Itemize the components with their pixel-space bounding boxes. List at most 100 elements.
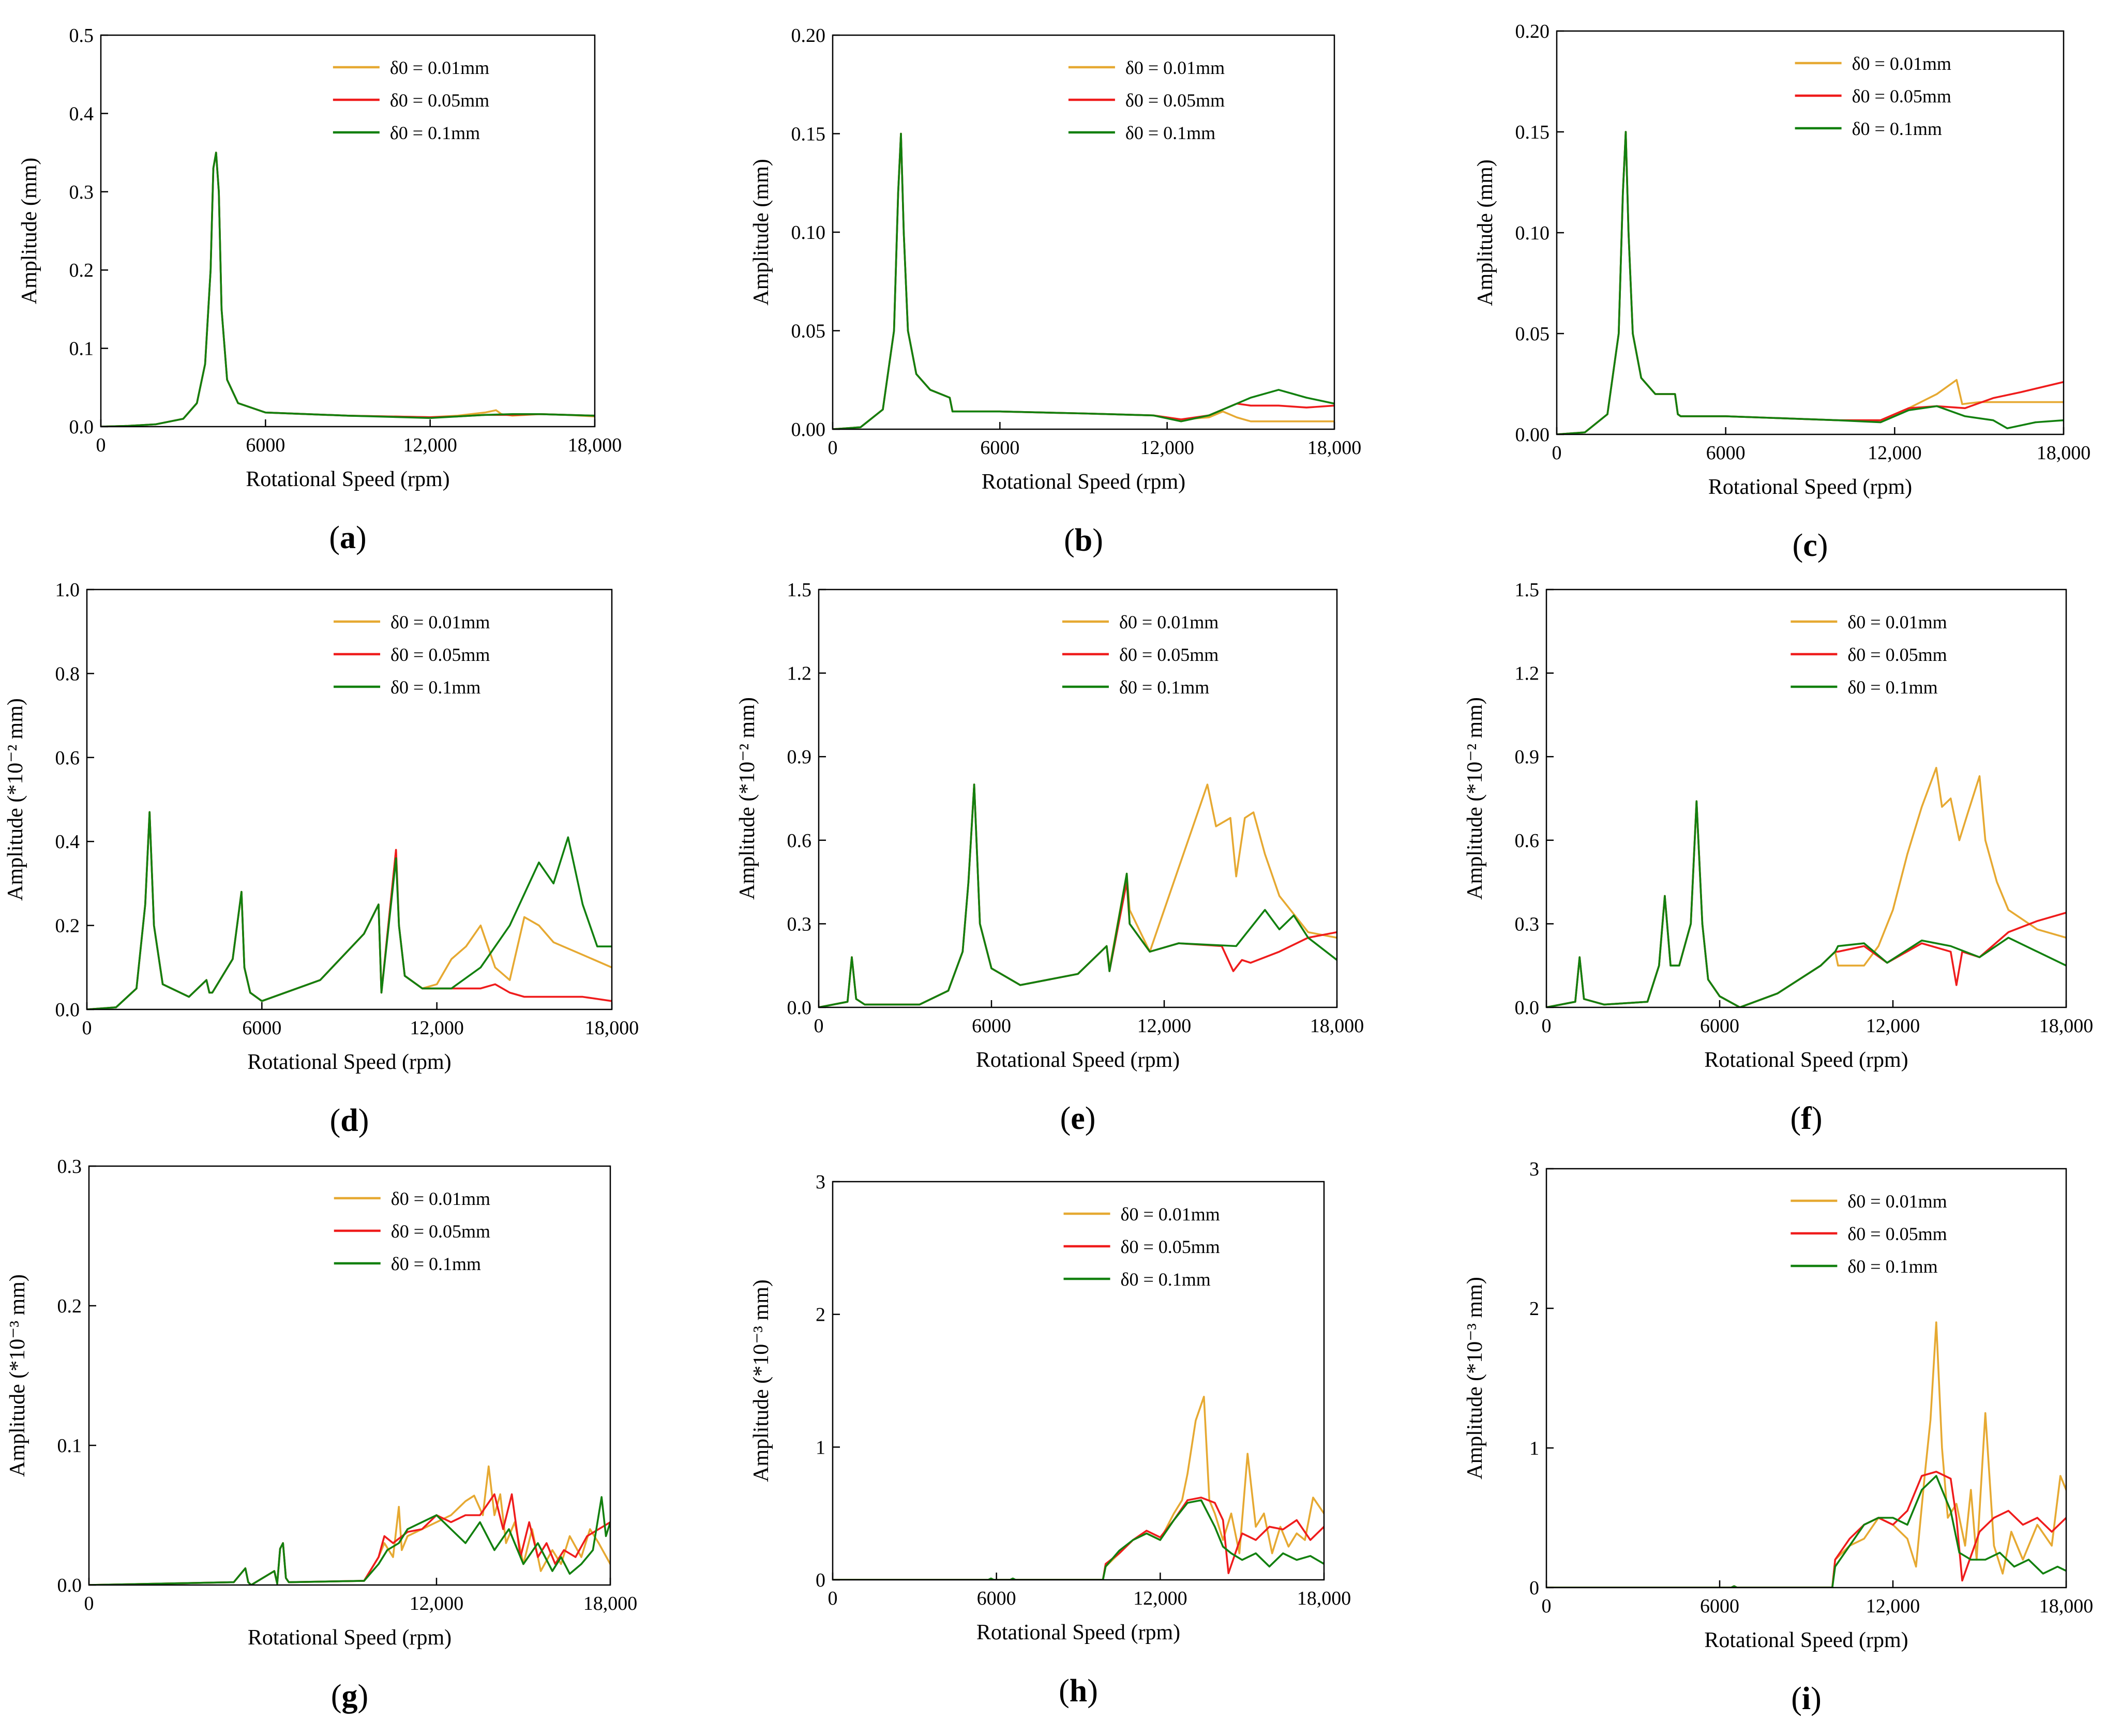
series-line-c-2 xyxy=(1557,131,2064,434)
panel-letter: a xyxy=(340,520,356,555)
x-tick-label: 12,000 xyxy=(403,434,457,456)
x-tick-label: 12,000 xyxy=(410,1017,464,1039)
legend-label: δ0 = 0.01mm xyxy=(1125,57,1225,78)
x-tick-label: 0 xyxy=(1542,1595,1552,1617)
legend-label: δ0 = 0.05mm xyxy=(391,1221,490,1242)
series-line-a-2 xyxy=(101,152,595,427)
legend-label: δ0 = 0.1mm xyxy=(1125,123,1215,143)
series-line-e-2 xyxy=(819,783,1337,1007)
series-line-c-0 xyxy=(1557,131,2064,434)
x-axis-title: Rotational Speed (rpm) xyxy=(248,1626,452,1650)
y-tick-label: 2 xyxy=(1529,1298,1539,1320)
legend-label: δ0 = 0.05mm xyxy=(1119,644,1219,665)
y-tick-label: 0.10 xyxy=(791,222,826,244)
x-tick-label: 18,000 xyxy=(583,1593,638,1614)
legend-label: δ0 = 0.1mm xyxy=(1852,118,1942,139)
y-tick-label: 1.0 xyxy=(55,579,80,601)
y-tick-label: 0.4 xyxy=(69,103,94,125)
series-line-b-1 xyxy=(833,132,1334,429)
x-tick-label: 6000 xyxy=(246,434,285,456)
legend-label: δ0 = 0.1mm xyxy=(1847,1256,1937,1277)
y-axis-title: Amplitude (*10⁻² mm) xyxy=(1463,697,1487,900)
panel-letter: c xyxy=(1803,528,1817,563)
legend-label: δ0 = 0.01mm xyxy=(1119,612,1219,632)
y-tick-label: 0.0 xyxy=(1515,997,1540,1019)
legend-label: δ0 = 0.01mm xyxy=(390,57,489,78)
y-tick-label: 0 xyxy=(816,1569,825,1591)
legend-label: δ0 = 0.1mm xyxy=(390,123,480,143)
legend-label: δ0 = 0.1mm xyxy=(1121,1269,1211,1290)
y-axis-title: Amplitude (mm) xyxy=(1473,159,1497,306)
y-tick-label: 1.5 xyxy=(787,579,812,601)
series-line-d-2 xyxy=(87,811,612,1009)
panel-letter: b xyxy=(1075,523,1092,558)
y-tick-label: 0.10 xyxy=(1515,222,1550,244)
series-line-i-0 xyxy=(1546,1321,2066,1588)
y-tick-label: 0.3 xyxy=(57,1156,82,1178)
plot-frame xyxy=(100,34,596,428)
legend-label: δ0 = 0.01mm xyxy=(1847,1191,1947,1212)
x-tick-label: 0 xyxy=(96,434,106,456)
x-tick-label: 18,000 xyxy=(568,434,622,456)
y-axis-title: Amplitude (*10⁻² mm) xyxy=(4,698,27,901)
series-line-g-0 xyxy=(89,1465,610,1585)
panel-label: (b) xyxy=(1064,523,1103,558)
series-line-d-1 xyxy=(87,811,612,1009)
y-tick-label: 1.2 xyxy=(1515,663,1540,685)
x-tick-label: 18,000 xyxy=(1307,437,1362,459)
x-tick-label: 12,000 xyxy=(1866,1015,1920,1037)
x-tick-label: 12,000 xyxy=(1140,437,1194,459)
x-tick-label: 12,000 xyxy=(1137,1015,1192,1037)
y-tick-label: 3 xyxy=(816,1171,825,1193)
plot-frame xyxy=(1545,1168,2067,1589)
y-tick-label: 0.15 xyxy=(1515,122,1550,143)
x-tick-label: 6000 xyxy=(1706,442,1746,464)
x-tick-label: 18,000 xyxy=(585,1017,639,1039)
y-tick-label: 0.0 xyxy=(69,416,94,438)
chart-panel-c: 0 6000 12,000 18,000 0.00 0.05 0.10 0.15 0.20 Rot… xyxy=(1473,21,2090,563)
series-line-b-2 xyxy=(833,132,1334,429)
chart-panel-a: 0 6000 12,000 18,000 0.0 0.1 0.2 0.3 0.4 0.5 Rotat… xyxy=(18,25,622,555)
x-axis-title: Rotational Speed (rpm) xyxy=(246,467,449,491)
y-tick-label: 0.5 xyxy=(69,25,94,47)
y-tick-label: 3 xyxy=(1529,1158,1539,1180)
y-tick-label: 2 xyxy=(816,1304,825,1326)
y-tick-label: 0.1 xyxy=(57,1435,82,1457)
y-axis-title: Amplitude (*10⁻³ mm) xyxy=(6,1274,29,1477)
legend-label: δ0 = 0.1mm xyxy=(1119,677,1209,698)
series-line-a-0 xyxy=(101,152,595,427)
x-tick-label: 6000 xyxy=(972,1015,1011,1037)
y-tick-label: 0.3 xyxy=(69,182,94,203)
x-axis-title: Rotational Speed (rpm) xyxy=(1704,1048,1908,1072)
x-tick-label: 12,000 xyxy=(1866,1595,1920,1617)
y-tick-label: 0.9 xyxy=(787,746,812,768)
chart-panel-b: 0 6000 12,000 18,000 0.00 0.05 0.10 0.15 0.20 Rot… xyxy=(749,25,1361,558)
x-axis-title: Rotational Speed (rpm) xyxy=(982,470,1185,494)
series-line-b-0 xyxy=(833,132,1334,429)
x-axis-title: Rotational Speed (rpm) xyxy=(1704,1628,1908,1652)
x-tick-label: 0 xyxy=(84,1593,94,1614)
chart-panel-f: 0 6000 12,000 18,000 0.0 0.3 0.6 0.9 1.2 1.5 Rotat… xyxy=(1463,579,2093,1136)
x-tick-label: 18,000 xyxy=(2039,1595,2094,1617)
x-tick-label: 0 xyxy=(82,1017,92,1039)
x-tick-label: 6000 xyxy=(242,1017,281,1039)
x-axis-title: Rotational Speed (rpm) xyxy=(1708,475,1912,499)
series-line-h-2 xyxy=(833,1499,1324,1580)
panel-label: (i) xyxy=(1791,1681,1822,1716)
series-line-f-1 xyxy=(1546,800,2066,1007)
x-tick-label: 0 xyxy=(828,1588,838,1609)
y-tick-label: 0.3 xyxy=(787,913,812,935)
chart-panel-d: 0 6000 12,000 18,000 0.0 0.2 0.4 0.6 0.8 1.0 Rotat… xyxy=(4,579,639,1138)
series-line-i-2 xyxy=(1546,1475,2066,1588)
y-axis-title: Amplitude (mm) xyxy=(18,158,41,304)
series-line-i-1 xyxy=(1546,1471,2066,1588)
y-axis-title: Amplitude (*10⁻² mm) xyxy=(735,697,759,900)
y-axis-title: Amplitude (*10⁻³ mm) xyxy=(1463,1277,1487,1480)
y-tick-label: 0.8 xyxy=(55,663,80,685)
legend-label: δ0 = 0.01mm xyxy=(1121,1204,1220,1225)
x-tick-label: 0 xyxy=(828,437,838,459)
plot-frame xyxy=(1556,30,2065,435)
series-line-f-2 xyxy=(1546,800,2066,1007)
y-tick-label: 0.05 xyxy=(1515,323,1550,345)
chart-panel-e: 0 6000 12,000 18,000 0.0 0.3 0.6 0.9 1.2 1.5 Rotat… xyxy=(735,579,1364,1136)
